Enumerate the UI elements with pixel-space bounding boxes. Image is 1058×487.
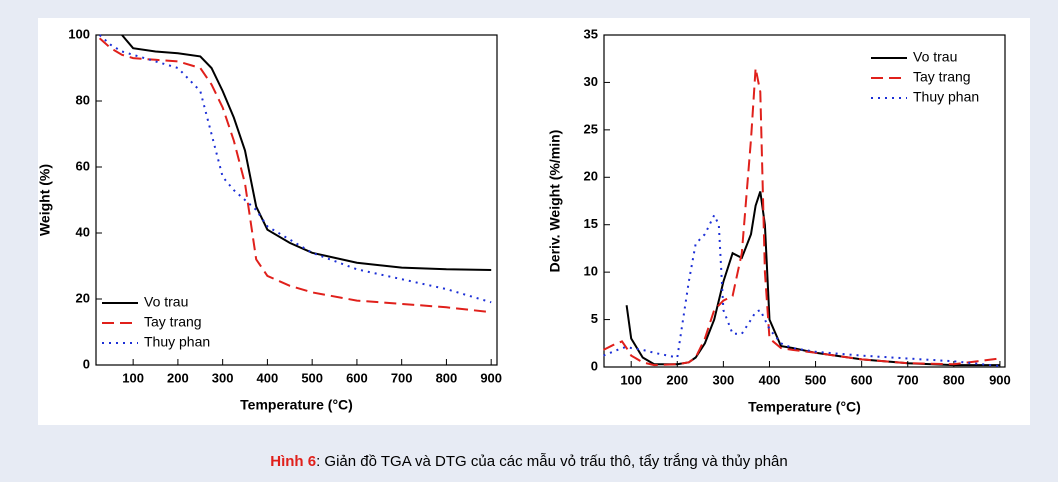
y-axis-label: Deriv. Weight (%/min) [547, 130, 563, 273]
caption: Hình 6: Giản đồ TGA và DTG của các mẫu v… [270, 453, 787, 470]
y-tick-label: 25 [584, 121, 598, 136]
x-tick-label: 800 [943, 372, 965, 387]
x-tick-label: 900 [480, 370, 502, 385]
y-tick-label: 40 [76, 224, 90, 239]
plot-frame [95, 34, 498, 366]
y-tick-label: 35 [584, 26, 598, 41]
y-axis-label: Weight (%) [37, 164, 53, 236]
data-line [98, 34, 492, 304]
y-tick-label: 80 [76, 92, 90, 107]
y-tick-label: 20 [584, 169, 598, 184]
y-tick-label: 20 [76, 290, 90, 305]
y-tick-label: 10 [584, 264, 598, 279]
caption-text: : Giản đồ TGA và DTG của các mẫu vỏ trấu… [316, 453, 788, 470]
x-tick-label: 600 [851, 372, 873, 387]
x-tick-label: 800 [436, 370, 458, 385]
x-tick-label: 900 [989, 372, 1011, 387]
legend-label: Tay trang [913, 69, 971, 85]
y-tick-label: 5 [591, 311, 598, 326]
x-tick-label: 100 [620, 372, 642, 387]
x-axis-label: Temperature (°C) [240, 397, 353, 413]
x-tick-label: 300 [212, 370, 234, 385]
x-tick-label: 200 [167, 370, 189, 385]
data-line [121, 34, 492, 271]
legend-label: Thuy phan [144, 334, 210, 350]
x-tick-label: 400 [257, 370, 279, 385]
data-line [98, 37, 492, 314]
x-tick-label: 700 [391, 370, 413, 385]
x-tick-label: 300 [713, 372, 735, 387]
x-tick-label: 500 [805, 372, 827, 387]
data-line [603, 68, 1001, 367]
legend-label: Vo trau [913, 49, 957, 65]
x-tick-label: 400 [759, 372, 781, 387]
plot-frame [603, 34, 1006, 368]
y-tick-label: 15 [584, 216, 598, 231]
x-tick-label: 200 [666, 372, 688, 387]
figure-panel [38, 18, 1030, 425]
x-tick-label: 500 [301, 370, 323, 385]
y-tick-label: 0 [83, 356, 90, 371]
y-tick-label: 60 [76, 158, 90, 173]
data-line [603, 212, 1001, 368]
x-tick-label: 600 [346, 370, 368, 385]
legend-label: Vo trau [144, 294, 188, 310]
y-tick-label: 30 [584, 74, 598, 89]
x-tick-label: 100 [122, 370, 144, 385]
legend-label: Tay trang [144, 314, 202, 330]
y-tick-label: 100 [68, 26, 90, 41]
y-tick-label: 0 [591, 358, 598, 373]
legend-label: Thuy phan [913, 89, 979, 105]
x-axis-label: Temperature (°C) [748, 399, 861, 415]
x-tick-label: 700 [897, 372, 919, 387]
caption-label: Hình 6 [270, 453, 316, 470]
